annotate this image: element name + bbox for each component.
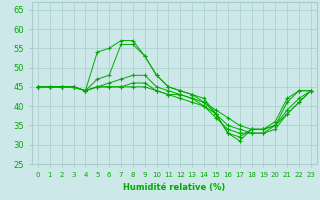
X-axis label: Humidité relative (%): Humidité relative (%) [123, 183, 226, 192]
